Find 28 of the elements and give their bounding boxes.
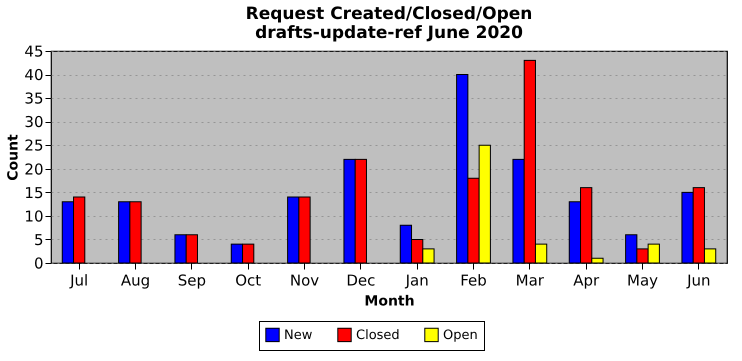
y-tick-label: 15 — [24, 184, 44, 202]
x-tick-label: Oct — [235, 272, 262, 290]
x-tick-label: Jul — [69, 272, 88, 290]
y-tick-label: 10 — [24, 207, 44, 226]
y-tick-label: 25 — [24, 136, 44, 155]
legend-label: Closed — [356, 328, 400, 343]
x-tick-label: Jun — [686, 272, 711, 290]
x-tick-label: Mar — [516, 272, 545, 290]
y-axis-title: Count — [5, 134, 22, 181]
y-tick-label: 5 — [34, 230, 44, 249]
y-tick-label: 45 — [24, 42, 44, 60]
chart-title: Request Created/Closed/Open drafts-update-ref June 2020 — [246, 4, 532, 43]
x-tick-label: Apr — [573, 272, 600, 290]
x-tick-label: Feb — [460, 272, 487, 290]
x-tick-label: Dec — [346, 272, 376, 290]
x-axis-title: Month — [364, 294, 415, 310]
x-tick-label: Jan — [404, 272, 429, 290]
legend-label: New — [284, 328, 313, 343]
x-tick-label: May — [626, 272, 658, 290]
y-tick-label: 30 — [24, 113, 44, 132]
x-tick-label: Sep — [178, 272, 206, 290]
legend-label: Open — [443, 328, 478, 343]
y-tick-label: 40 — [24, 66, 44, 84]
x-tick-label: Nov — [290, 272, 320, 290]
y-tick-label: 35 — [24, 90, 44, 108]
y-tick-label: 0 — [34, 254, 44, 272]
x-tick-label: Aug — [120, 272, 150, 290]
y-tick-label: 20 — [24, 160, 44, 178]
